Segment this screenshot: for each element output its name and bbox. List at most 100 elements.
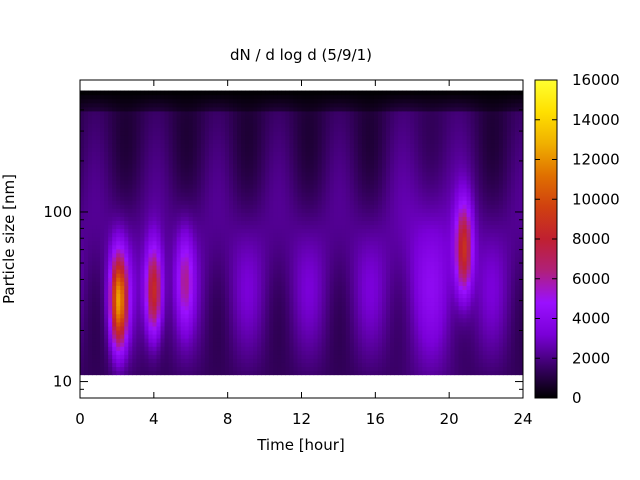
heatmap-cell xyxy=(84,139,89,144)
heatmap-cell xyxy=(192,147,198,152)
heatmap-cell xyxy=(192,244,198,250)
heatmap-cell xyxy=(128,90,133,96)
heatmap-cell xyxy=(104,131,109,136)
heatmap-cell xyxy=(249,224,254,230)
heatmap-cell xyxy=(88,350,93,355)
heatmap-cell xyxy=(337,220,343,226)
heatmap-cell xyxy=(265,147,270,152)
heatmap-cell xyxy=(273,358,278,363)
heatmap-cell xyxy=(345,196,351,201)
heatmap-cell xyxy=(184,179,190,185)
heatmap-cell xyxy=(257,118,262,124)
heatmap-cell xyxy=(92,358,97,363)
heatmap-cell xyxy=(345,236,351,242)
heatmap-cell xyxy=(184,301,190,307)
heatmap-cell xyxy=(261,321,266,327)
heatmap-cell xyxy=(337,147,343,152)
heatmap-cell xyxy=(180,204,186,209)
heatmap-cell xyxy=(361,297,367,303)
heatmap-cell xyxy=(168,118,174,124)
heatmap-cell xyxy=(120,106,125,112)
heatmap-cell xyxy=(212,313,218,319)
heatmap-cell xyxy=(204,98,210,104)
heatmap-cell xyxy=(104,228,109,234)
heatmap-cell xyxy=(301,338,307,343)
heatmap-cell xyxy=(285,370,291,376)
heatmap-cell xyxy=(100,265,105,270)
heatmap-cell xyxy=(80,240,85,246)
heatmap-cell xyxy=(301,346,307,351)
heatmap-cell xyxy=(337,358,343,363)
heatmap-cell xyxy=(200,240,206,246)
heatmap-cell xyxy=(349,252,355,258)
heatmap-cell xyxy=(349,297,355,303)
heatmap-cell xyxy=(357,228,363,234)
heatmap-cell xyxy=(148,163,154,169)
heatmap-cell xyxy=(80,187,85,193)
heatmap-cell xyxy=(329,240,335,246)
heatmap-cell xyxy=(273,94,278,100)
heatmap-cell xyxy=(144,98,150,104)
heatmap-cell xyxy=(305,297,311,303)
heatmap-cell xyxy=(261,240,266,246)
heatmap-cell xyxy=(208,260,214,266)
heatmap-cell xyxy=(200,358,206,363)
heatmap-cell xyxy=(245,301,250,307)
heatmap-cell xyxy=(349,281,355,286)
heatmap-cell xyxy=(116,333,121,339)
heatmap-cell xyxy=(329,212,335,217)
heatmap-cell xyxy=(120,269,125,274)
heatmap-cell xyxy=(325,163,331,169)
heatmap-cell xyxy=(124,281,129,286)
heatmap-cell xyxy=(237,273,242,278)
heatmap-cell xyxy=(281,98,286,104)
heatmap-cell xyxy=(192,151,198,157)
heatmap-cell xyxy=(301,248,307,254)
heatmap-cell xyxy=(208,143,214,148)
heatmap-cell xyxy=(216,260,222,266)
heatmap-cell xyxy=(196,269,202,274)
heatmap-cell xyxy=(196,256,202,262)
heatmap-cell xyxy=(261,196,266,201)
heatmap-cell xyxy=(241,285,246,290)
heatmap-cell xyxy=(140,244,146,250)
heatmap-cell xyxy=(233,297,238,303)
heatmap-cell xyxy=(172,208,178,213)
heatmap-cell xyxy=(164,191,170,197)
heatmap-cell xyxy=(337,338,343,343)
heatmap-cell xyxy=(277,143,282,148)
heatmap-cell xyxy=(269,151,274,157)
heatmap-cell xyxy=(164,325,170,331)
heatmap-cell xyxy=(160,196,166,201)
heatmap-cell xyxy=(297,163,303,169)
heatmap-cell xyxy=(289,175,295,181)
heatmap-cell xyxy=(148,358,154,363)
heatmap-cell xyxy=(337,301,343,307)
heatmap-cell xyxy=(96,118,101,124)
heatmap-cell xyxy=(357,204,363,209)
heatmap-cell xyxy=(337,196,343,201)
heatmap-cell xyxy=(152,273,158,278)
heatmap-cell xyxy=(184,317,190,323)
heatmap-cell xyxy=(325,147,331,152)
heatmap-cell xyxy=(313,277,319,282)
heatmap-cell xyxy=(156,232,162,238)
heatmap-cell xyxy=(136,329,142,335)
heatmap-cell xyxy=(120,167,125,173)
heatmap-cell xyxy=(305,212,311,217)
heatmap-cell xyxy=(112,260,117,266)
heatmap-cell xyxy=(245,297,250,303)
heatmap-cell xyxy=(345,333,351,339)
heatmap-cell xyxy=(88,187,93,193)
heatmap-cell xyxy=(152,342,158,347)
heatmap-cell xyxy=(361,163,367,169)
heatmap-cell xyxy=(216,346,222,351)
heatmap-cell xyxy=(325,236,331,242)
heatmap-cell xyxy=(152,277,158,282)
heatmap-cell xyxy=(289,139,295,144)
heatmap-cell xyxy=(124,333,129,339)
heatmap-cell xyxy=(361,338,367,343)
heatmap-cell xyxy=(349,90,355,96)
heatmap-cell xyxy=(325,260,331,266)
heatmap-cell xyxy=(329,183,335,189)
